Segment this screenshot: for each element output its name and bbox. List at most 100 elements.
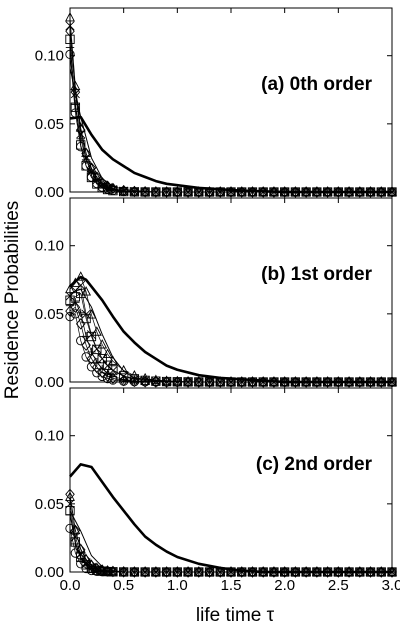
plot-frame — [69, 387, 393, 573]
panel-1: 0.00 0.05 0.10 (b) 1st order — [35, 197, 397, 391]
diamond-marker — [161, 566, 172, 578]
circle-marker — [65, 311, 75, 322]
thick-reference-line — [69, 275, 392, 384]
diamond-marker — [290, 566, 301, 578]
diamond-marker — [333, 186, 344, 198]
diamond-marker — [365, 186, 376, 198]
diamond-marker — [376, 186, 387, 198]
diamond-marker — [204, 566, 215, 578]
panel-2: 0.00 0.05 0.10 0.0 0.5 1.0 1.5 2.0 2.5 3.0 (c) 2nd… — [35, 387, 400, 594]
square-marker — [97, 353, 107, 364]
series-line-cross — [69, 25, 392, 193]
diamond-marker — [258, 566, 268, 578]
panel-0: 0.00 0.05 0.10 (a) 0th order — [35, 7, 397, 201]
square-marker — [92, 344, 102, 355]
y-tick-label: 0.05 — [35, 306, 64, 323]
diamond-marker — [344, 376, 354, 388]
diamond-marker — [172, 566, 183, 578]
y-tick-label: 0.10 — [35, 48, 64, 65]
plot-frame — [69, 7, 393, 193]
diamond-marker — [322, 376, 333, 388]
triangle-marker — [75, 271, 86, 281]
x-tick-label: 2.0 — [274, 577, 295, 594]
diamond-marker — [151, 186, 161, 198]
thick-reference-line — [69, 115, 392, 194]
diamond-marker — [279, 566, 290, 578]
series-line-cross — [69, 503, 392, 573]
plus-marker — [130, 187, 139, 196]
diamond-marker — [118, 566, 129, 578]
plus-marker — [92, 357, 102, 367]
diamond-marker — [65, 488, 75, 501]
x-tick-label: 1.0 — [167, 577, 188, 594]
triangle-marker — [102, 348, 113, 358]
plus-marker — [76, 554, 85, 563]
diamond-marker — [301, 186, 311, 198]
diamond-marker — [344, 186, 354, 198]
diamond-marker — [355, 566, 365, 578]
diamond-marker — [161, 376, 172, 388]
circle-marker — [76, 336, 86, 346]
thin-reference-line — [69, 67, 392, 193]
plus-marker — [103, 183, 112, 192]
x-tick-label: 2.5 — [328, 577, 349, 594]
diamond-marker — [290, 376, 301, 388]
plus-marker — [87, 168, 96, 177]
diamond-marker — [140, 186, 150, 198]
diamond-marker — [102, 370, 113, 382]
diamond-marker — [344, 566, 354, 578]
panel-label: (b) 1st order — [261, 264, 372, 285]
y-tick-label: 0.00 — [35, 564, 64, 581]
diamond-marker — [376, 566, 387, 578]
circle-marker — [86, 362, 97, 372]
plus-marker — [108, 372, 118, 381]
triangle-marker — [81, 286, 92, 296]
y-tick-label: 0.10 — [35, 238, 64, 255]
plot-frame — [69, 197, 393, 383]
plus-marker — [98, 364, 107, 374]
plus-marker — [92, 566, 102, 575]
circle-marker — [81, 352, 91, 362]
cross-marker — [86, 330, 96, 340]
diamond-marker — [387, 376, 397, 388]
series-line-plus — [69, 301, 392, 383]
diamond-marker — [365, 376, 376, 388]
circle-marker — [92, 368, 102, 378]
diamond-marker — [312, 186, 322, 198]
series-line-cross — [69, 284, 392, 383]
series-line-triangle — [69, 276, 392, 383]
y-tick-label: 0.05 — [35, 116, 64, 133]
diamond-marker — [355, 376, 365, 388]
series-line-plus — [69, 514, 392, 573]
triangle-marker — [65, 283, 75, 294]
plus-marker — [87, 347, 96, 357]
diamond-marker — [279, 186, 290, 198]
series-line-triangle — [69, 496, 392, 573]
diamond-marker — [204, 376, 215, 388]
x-tick-label: 1.5 — [221, 577, 242, 594]
diamond-marker — [365, 566, 376, 578]
diamond-marker — [279, 376, 290, 388]
cross-marker — [76, 129, 86, 139]
y-tick-label: 0.05 — [35, 496, 64, 513]
plus-marker — [65, 301, 75, 310]
diamond-marker — [387, 566, 397, 578]
diamond-marker — [183, 186, 193, 198]
triangle-marker — [118, 364, 129, 375]
triangle-marker — [65, 11, 75, 22]
triangle-marker — [97, 339, 108, 349]
diamond-marker — [355, 186, 365, 198]
y-tick-label: 0.10 — [35, 428, 64, 445]
diamond-marker — [312, 376, 322, 388]
diamond-marker — [194, 376, 204, 388]
thin-reference-line — [69, 288, 392, 383]
plus-marker — [81, 332, 91, 341]
thin-reference-line — [69, 510, 392, 573]
cross-marker — [76, 280, 86, 290]
diamond-marker — [376, 376, 387, 388]
series-line-square — [69, 292, 392, 383]
panels: 0.00 0.05 0.10 (a) 0th order 0.00 0.05 0.10 (b)… — [35, 7, 400, 594]
panel-label: (a) 0th order — [261, 74, 372, 95]
cross-marker — [65, 499, 75, 509]
